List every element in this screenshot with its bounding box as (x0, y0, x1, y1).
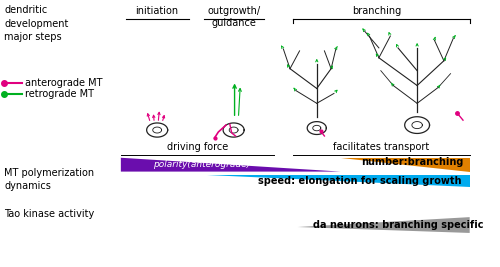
Text: dendritic
development
major steps: dendritic development major steps (4, 5, 68, 42)
Polygon shape (207, 175, 469, 187)
Text: outgrowth/
guidance: outgrowth/ guidance (207, 6, 260, 28)
Text: MT polymerization
dynamics: MT polymerization dynamics (4, 168, 94, 191)
Text: initiation: initiation (136, 6, 178, 16)
Polygon shape (298, 217, 470, 233)
Text: anterograde MT: anterograde MT (26, 77, 103, 88)
Text: retrograde MT: retrograde MT (26, 89, 94, 99)
Text: speed: elongation for scaling growth: speed: elongation for scaling growth (258, 175, 462, 186)
Text: polarity(anterograde): polarity(anterograde) (154, 160, 250, 169)
Polygon shape (340, 158, 469, 172)
Text: number:branching: number:branching (361, 157, 464, 167)
Text: facilitates transport: facilitates transport (332, 142, 429, 152)
Text: branching: branching (352, 6, 402, 16)
Text: da neurons: branching specific: da neurons: branching specific (313, 220, 484, 230)
Text: driving force: driving force (166, 142, 228, 152)
Text: Tao kinase activity: Tao kinase activity (4, 209, 94, 219)
Polygon shape (121, 158, 340, 172)
